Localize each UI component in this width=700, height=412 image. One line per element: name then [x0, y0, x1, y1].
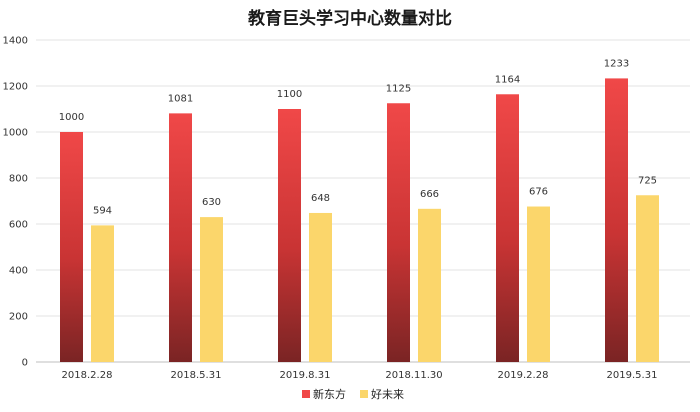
x-tick-label: 2019.8.31: [280, 370, 331, 381]
bar-layer: [60, 78, 659, 363]
bar-xindongfang: [169, 113, 192, 363]
legend-label: 新东方: [313, 387, 346, 401]
legend-swatch-haoweilai: [360, 390, 368, 398]
bar-xindongfang: [278, 109, 301, 362]
bar-haoweilai: [309, 212, 332, 362]
bar-haoweilai: [200, 217, 223, 362]
y-tick-label: 800: [9, 174, 28, 185]
x-tick-label: 2019.2.28: [498, 370, 549, 381]
bar-haoweilai: [527, 206, 550, 362]
bar-haoweilai: [91, 225, 114, 362]
legend-label: 好未来: [371, 387, 404, 401]
data-label: 1100: [277, 89, 302, 100]
y-tick-label: 1000: [3, 128, 28, 139]
y-tick-label: 1200: [3, 82, 28, 93]
legend: 新东方 好未来: [302, 387, 404, 401]
grid-layer: [36, 39, 690, 363]
x-tick-label: 2019.5.31: [607, 370, 658, 381]
bar-haoweilai: [418, 208, 441, 362]
axis-layer: 0 200 400 600 800 1000 1200 1400 2018.2.28 2018.5…: [3, 36, 658, 382]
data-label: 1164: [495, 74, 520, 85]
legend-swatch-xindongfang: [302, 390, 310, 398]
data-label: 1081: [168, 93, 193, 104]
y-tick-label: 200: [9, 312, 28, 323]
data-label: 630: [202, 197, 221, 208]
bar-xindongfang: [60, 132, 83, 362]
data-label: 1125: [386, 83, 411, 94]
data-label: 1000: [59, 112, 84, 123]
bar-xindongfang: [496, 94, 519, 362]
label-layer: 1000 594 1081 630 1100 648 1125 666 1164 676 1233 7…: [59, 58, 657, 216]
bar-xindongfang: [387, 103, 410, 362]
data-label: 725: [638, 175, 657, 186]
data-label: 666: [420, 189, 439, 200]
x-tick-label: 2018.5.31: [171, 370, 222, 381]
data-label: 594: [93, 205, 112, 216]
y-tick-label: 1400: [3, 36, 28, 47]
chart-title: 教育巨头学习中心数量对比: [248, 9, 452, 29]
x-tick-label: 2018.11.30: [385, 370, 442, 381]
y-tick-label: 400: [9, 266, 28, 277]
y-tick-label: 0: [22, 358, 28, 369]
data-label: 648: [311, 193, 330, 204]
y-tick-label: 600: [9, 220, 28, 231]
x-tick-label: 2018.2.28: [62, 370, 113, 381]
data-label: 1233: [604, 58, 629, 69]
data-label: 676: [529, 187, 548, 198]
bar-haoweilai: [636, 195, 659, 362]
bar-xindongfang: [605, 78, 628, 362]
